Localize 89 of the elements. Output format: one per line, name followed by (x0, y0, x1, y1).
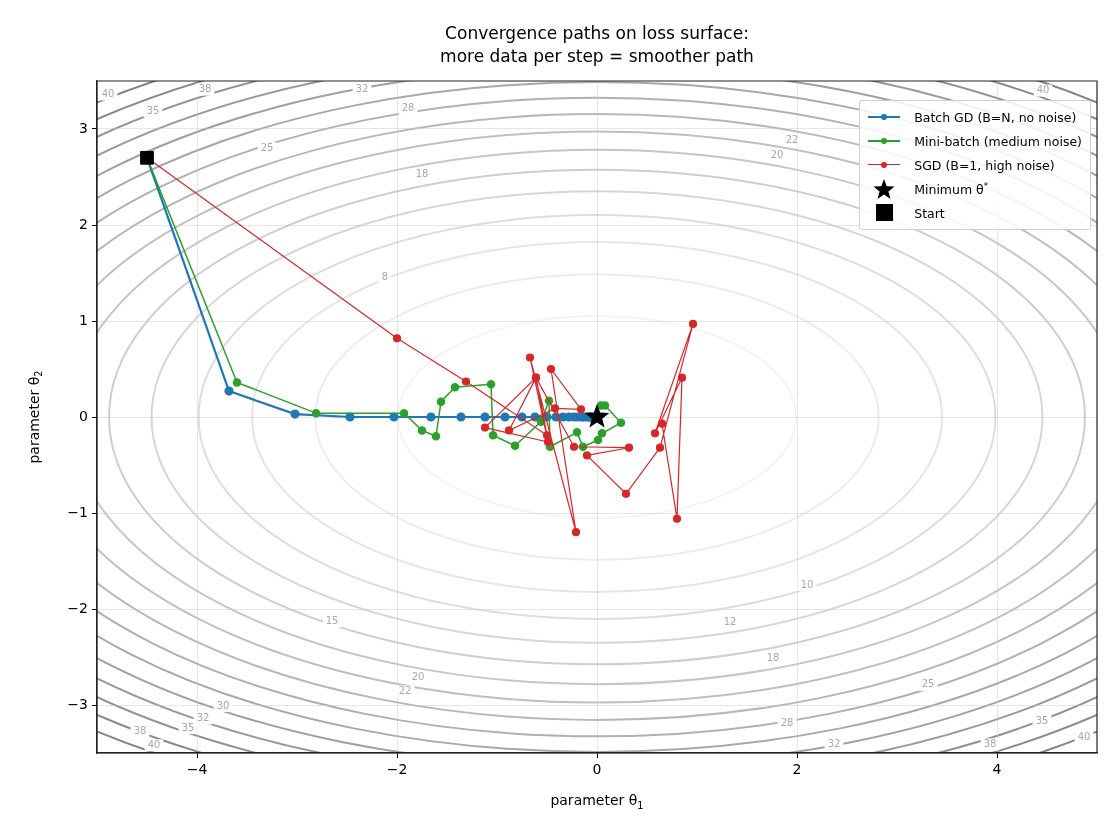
point (677, 373, 687, 382)
annotation: 22 (398, 685, 412, 697)
point (510, 441, 520, 451)
y-tick-label: −3 (67, 695, 88, 712)
annotation: 10 (800, 578, 814, 590)
annotation: 38 (198, 83, 212, 95)
legend-label: Batch GD (B=N, no noise) (914, 109, 1077, 125)
legend-label: Minimum θ$^{*}$ (914, 180, 989, 198)
annotation: 40 (101, 88, 115, 100)
point (571, 528, 581, 537)
point (593, 435, 603, 445)
annotation: 35 (181, 721, 195, 733)
y-tick-label: 2 (79, 215, 88, 232)
point (480, 412, 490, 422)
y-tick-label: −1 (67, 503, 88, 520)
annotation: 35 (146, 105, 160, 117)
point (616, 418, 626, 428)
annotation: 20 (411, 670, 425, 682)
annotation: 25 (260, 141, 274, 153)
point (657, 419, 667, 428)
point (584, 404, 610, 428)
point (546, 364, 556, 374)
annotation: 15 (325, 615, 339, 627)
point (431, 431, 441, 441)
annotation: 32 (196, 712, 210, 724)
annotation: 18 (766, 651, 780, 663)
point (624, 443, 634, 452)
annotation: 38 (133, 725, 147, 737)
point (550, 404, 560, 413)
point (569, 442, 579, 451)
point (621, 489, 631, 498)
point (486, 380, 496, 389)
annotation: 32 (827, 737, 841, 749)
x-tick-label: 0 (592, 761, 602, 778)
annotation: 25 (921, 678, 935, 690)
x-axis-title: parameter θ$_{1}$ (549, 792, 645, 811)
annotation: 28 (401, 102, 415, 114)
x-tick-label: 2 (792, 761, 802, 778)
point (436, 397, 446, 406)
annotation: 30 (216, 699, 230, 711)
point (672, 514, 682, 523)
annotation: 12 (723, 616, 737, 628)
annotation: 28 (780, 716, 794, 728)
annotation: 35 (1035, 714, 1049, 726)
point (461, 377, 471, 386)
point (688, 319, 698, 328)
legend-label: Start (914, 205, 945, 221)
legend-label: SGD (B=1, high noise) (914, 157, 1055, 173)
point (399, 408, 409, 418)
annotation: 18 (415, 167, 429, 179)
annotation: 22 (785, 134, 799, 146)
x-tick-label: −4 (186, 761, 208, 778)
point (488, 430, 498, 440)
point (525, 353, 535, 362)
x-tick-label: −2 (386, 761, 408, 778)
point (543, 437, 553, 447)
point (576, 405, 586, 414)
annotation: 40 (1077, 731, 1091, 743)
point (572, 428, 582, 437)
point (232, 378, 242, 387)
legend-label: Mini-batch (medium noise) (914, 133, 1082, 149)
point (426, 412, 436, 422)
y-tick-label: 3 (79, 119, 88, 136)
y-tick-label: −2 (67, 599, 88, 616)
annotation: 8 (381, 271, 389, 283)
point (290, 409, 300, 419)
point (655, 443, 665, 452)
point (597, 429, 607, 438)
y-tick-label: 0 (79, 407, 88, 424)
annotation: 32 (355, 83, 369, 95)
point (456, 412, 466, 422)
annotation: 38 (983, 737, 997, 749)
x-tick-label: 4 (992, 761, 1002, 778)
point (582, 451, 592, 460)
point (480, 423, 490, 432)
point (500, 412, 510, 422)
point (542, 431, 552, 440)
point (392, 334, 402, 343)
point (417, 426, 427, 435)
annotation: 40 (1036, 84, 1050, 96)
annotation: 20 (770, 149, 784, 161)
point (450, 382, 460, 392)
point (504, 426, 514, 435)
point (311, 408, 321, 418)
chart-title: Convergence paths on loss surface: more data per step = smoother path (439, 22, 755, 68)
annotation: 40 (147, 738, 161, 750)
y-tick-label: 1 (79, 311, 88, 328)
point (224, 386, 234, 396)
point (650, 429, 660, 438)
